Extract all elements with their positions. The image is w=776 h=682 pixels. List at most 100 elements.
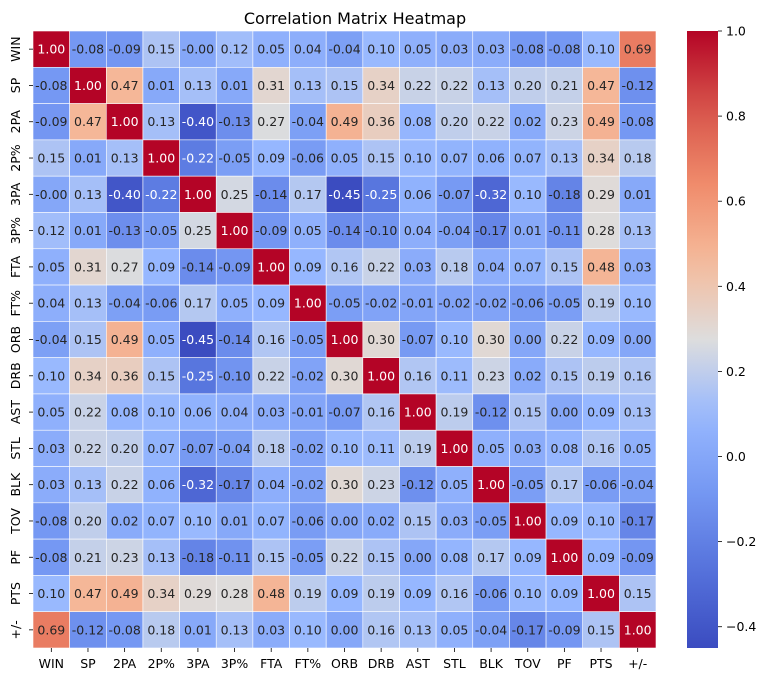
heatmap-cell-2P%-3PA bbox=[179, 139, 217, 177]
cell-value-label: 0.03 bbox=[257, 405, 285, 420]
heatmap-cell-WIN-TOV bbox=[509, 30, 547, 68]
cell-value-label: 0.05 bbox=[441, 477, 469, 492]
cell-value-label: 0.13 bbox=[74, 477, 102, 492]
cell-value-label: 0.16 bbox=[624, 368, 652, 383]
cell-value-label: -0.09 bbox=[218, 259, 250, 274]
cell-value-label: 1.00 bbox=[624, 622, 652, 637]
cell-value-label: 0.08 bbox=[550, 441, 578, 456]
heatmap-cell-BLK-TOV bbox=[509, 466, 547, 504]
cell-value-label: 0.10 bbox=[514, 586, 542, 601]
cell-value-label: 0.16 bbox=[257, 332, 285, 347]
cell-value-label: 0.47 bbox=[111, 78, 139, 93]
cell-value-label: -0.08 bbox=[512, 42, 544, 57]
y-tick-label: WIN bbox=[8, 36, 23, 61]
cell-value-label: -0.12 bbox=[402, 477, 434, 492]
x-tick-label: PF bbox=[557, 656, 572, 671]
heatmap-cell-PTS-ORB bbox=[325, 575, 364, 613]
cell-value-label: 0.06 bbox=[477, 151, 505, 166]
cell-value-label: 0.13 bbox=[111, 151, 139, 166]
heatmap-cell-3PA-+/- bbox=[619, 175, 657, 213]
cell-value-label: 0.17 bbox=[184, 296, 212, 311]
colorbar-tick-label: 0.6 bbox=[726, 194, 746, 209]
heatmap-cell-PF-FT% bbox=[289, 538, 327, 576]
cell-value-label: -0.22 bbox=[145, 187, 177, 202]
cell-value-label: 0.00 bbox=[331, 622, 359, 637]
cell-value-label: -0.14 bbox=[255, 187, 287, 202]
heatmap-cell-ORB-TOV bbox=[509, 321, 547, 358]
heatmap-cell-3P%-2PA bbox=[105, 212, 144, 250]
cell-value-label: 0.00 bbox=[550, 405, 578, 420]
cell-value-label: 0.13 bbox=[147, 550, 175, 565]
cell-value-label: 0.11 bbox=[367, 441, 395, 456]
heatmap-cell-FT%-PTS bbox=[582, 284, 620, 322]
heatmap-cell-ORB-2PA bbox=[105, 321, 144, 358]
cell-value-label: -0.10 bbox=[365, 223, 397, 238]
cell-value-label: 0.34 bbox=[74, 368, 102, 383]
heatmap-cell-TOV-BLK bbox=[472, 502, 510, 540]
cell-value-label: 0.30 bbox=[331, 477, 359, 492]
cell-value-label: -0.05 bbox=[292, 332, 324, 347]
colorbar-tick-label: 0.0 bbox=[726, 449, 746, 464]
heatmap-cell-3P%-+/- bbox=[619, 212, 657, 250]
heatmap-cell-2PA-PF bbox=[545, 103, 584, 141]
heatmap-cell-BLK-3P% bbox=[215, 466, 254, 504]
heatmap-cell-PTS-TOV bbox=[509, 575, 547, 613]
x-tick-label: PTS bbox=[589, 656, 612, 671]
cell-value-label: 0.05 bbox=[37, 259, 65, 274]
cell-value-label: 0.18 bbox=[441, 259, 469, 274]
cell-value-label: 0.27 bbox=[257, 114, 285, 129]
cell-value-label: 0.34 bbox=[587, 151, 615, 166]
heatmap-cell-TOV-+/- bbox=[619, 502, 657, 540]
cell-value-label: -0.32 bbox=[475, 187, 507, 202]
x-tick-label: WIN bbox=[39, 656, 64, 671]
heatmap-cell-FTA-3P% bbox=[215, 248, 254, 286]
heatmap-cell-2PA-3PA bbox=[179, 103, 217, 141]
cell-value-label: 0.10 bbox=[331, 441, 359, 456]
cell-value-label: -0.02 bbox=[292, 477, 324, 492]
x-tick-label: 3P% bbox=[221, 656, 248, 671]
x-tick-label: AST bbox=[406, 656, 430, 671]
cell-value-label: -0.00 bbox=[35, 187, 67, 202]
heatmap-cell-STL-ORB bbox=[325, 429, 364, 467]
heatmap-cell-BLK-SP bbox=[69, 466, 107, 504]
heatmap-cell-+/--TOV bbox=[509, 611, 547, 649]
cell-value-label: -0.32 bbox=[182, 477, 214, 492]
heatmap-cell-FTA-2PA bbox=[105, 248, 144, 286]
cell-value-label: 0.09 bbox=[514, 550, 542, 565]
heatmap-cell-FTA-PTS bbox=[582, 248, 620, 286]
x-tick-label: DRB bbox=[368, 656, 395, 671]
heatmap-cell-FTA-3PA bbox=[179, 248, 217, 286]
heatmap-cell-SP-AST bbox=[399, 66, 437, 104]
heatmap-cell-FT%-+/- bbox=[619, 284, 657, 322]
heatmap-cell-AST-ORB bbox=[325, 393, 364, 431]
y-tick-label: STL bbox=[8, 437, 23, 460]
cell-value-label: 0.18 bbox=[624, 151, 652, 166]
heatmap-cell-2PA-3P% bbox=[215, 103, 254, 141]
cell-value-label: -0.01 bbox=[402, 296, 434, 311]
cell-value-label: 0.15 bbox=[624, 586, 652, 601]
cell-value-label: -0.05 bbox=[292, 550, 324, 565]
heatmap-cell-FT%-ORB bbox=[325, 284, 364, 322]
cell-value-label: 0.01 bbox=[74, 151, 102, 166]
cell-value-label: 0.28 bbox=[587, 223, 615, 238]
heatmap-cell-WIN-STL bbox=[435, 30, 474, 68]
heatmap-cell-SP-TOV bbox=[509, 66, 547, 104]
cell-value-label: -0.12 bbox=[475, 405, 507, 420]
cell-value-label: 0.17 bbox=[550, 477, 578, 492]
heatmap-cell-ORB-AST bbox=[399, 321, 437, 358]
heatmap-cell-2P%-+/- bbox=[619, 139, 657, 177]
cell-value-label: 0.18 bbox=[147, 622, 175, 637]
heatmap-cell-BLK-2PA bbox=[105, 466, 144, 504]
cell-value-label: 0.20 bbox=[74, 513, 102, 528]
heatmap-cell-BLK-BLK bbox=[472, 466, 510, 504]
heatmap-cell-+/--DRB bbox=[362, 611, 400, 649]
cell-value-label: -0.02 bbox=[438, 296, 470, 311]
cell-value-label: 0.22 bbox=[331, 550, 359, 565]
cell-value-label: 0.30 bbox=[331, 368, 359, 383]
heatmap-cell-DRB-2PA bbox=[105, 357, 144, 395]
heatmap-cell-PTS-+/- bbox=[619, 575, 657, 613]
heatmap-cell-TOV-PF bbox=[545, 502, 584, 540]
cell-value-label: 0.19 bbox=[404, 441, 432, 456]
heatmap-cell-STL-WIN bbox=[32, 429, 70, 467]
cell-value-label: 0.49 bbox=[587, 114, 615, 129]
